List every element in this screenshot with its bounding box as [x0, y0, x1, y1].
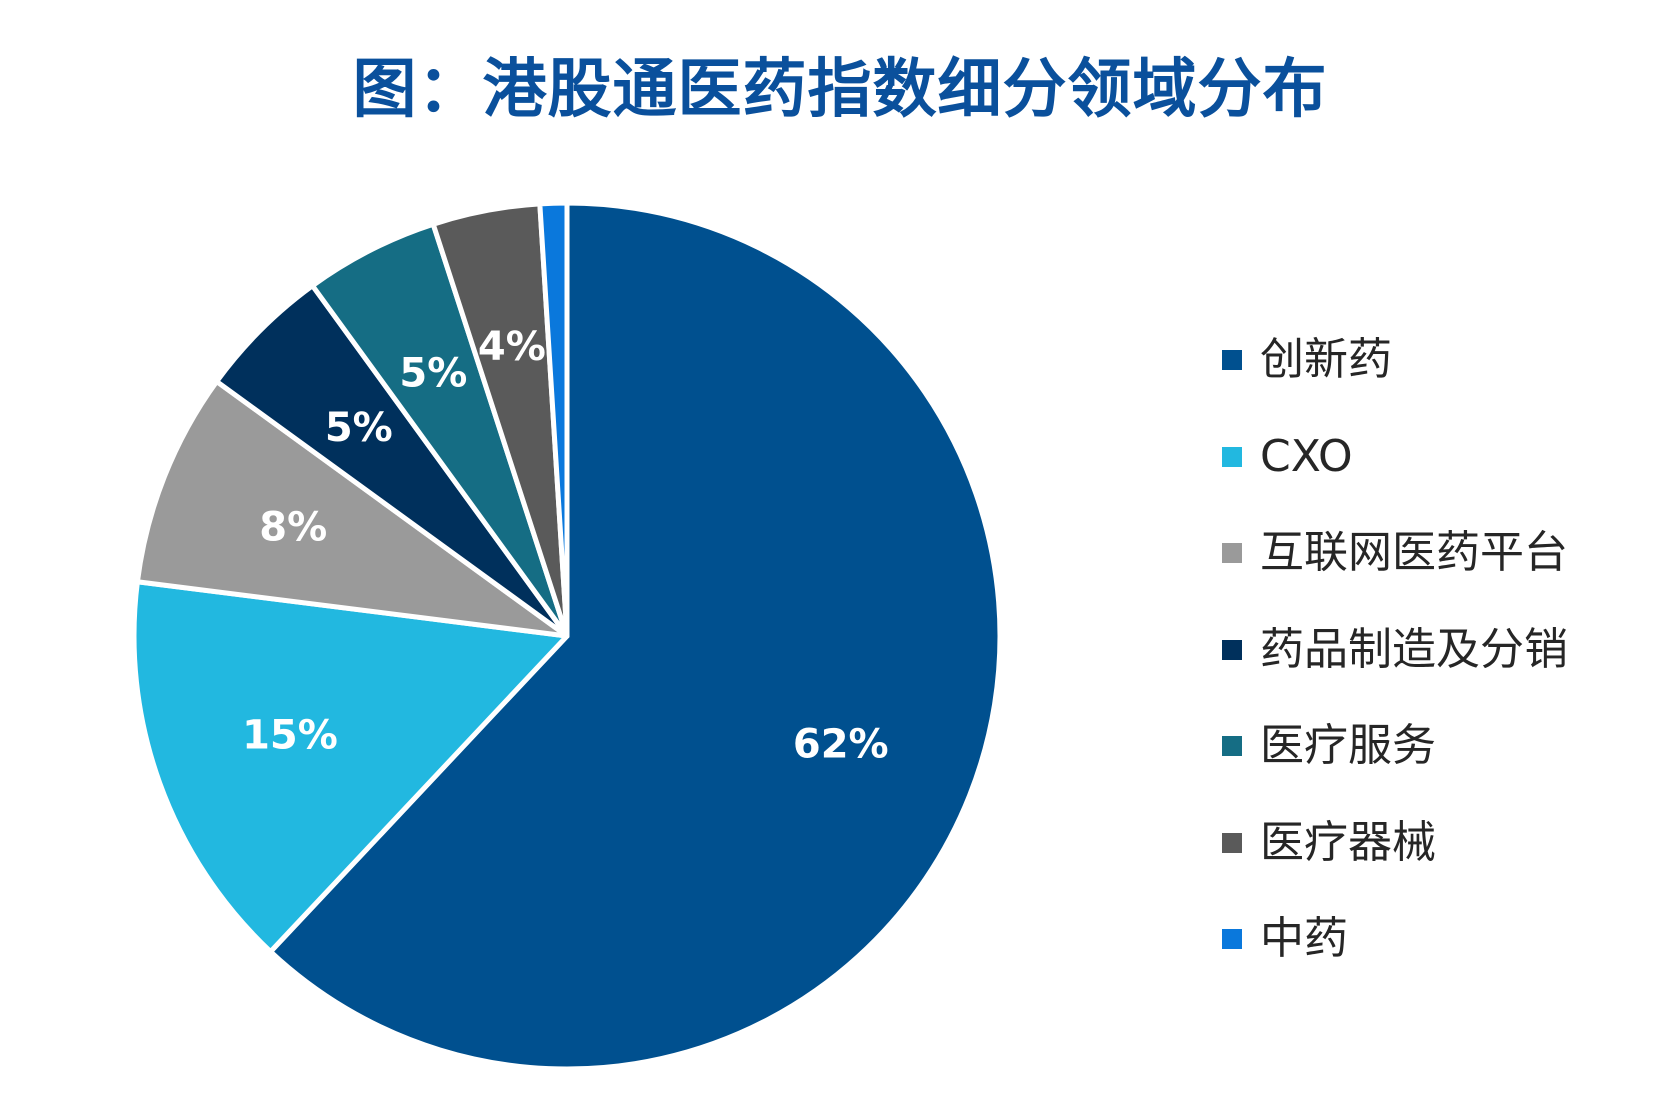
slice-label-2: 8%: [259, 505, 327, 551]
pie-slice-0: [268, 200, 1003, 1072]
legend-label-4: 医疗服务: [1260, 720, 1436, 772]
legend-label-6: 中药: [1260, 913, 1348, 965]
legend-swatch-0: [1222, 350, 1242, 371]
legend-label-1: CXO: [1260, 430, 1353, 482]
legend-swatch-1: [1222, 446, 1242, 467]
legend-label-5: 医疗器械: [1260, 816, 1436, 868]
slice-label-0: 62%: [793, 721, 889, 767]
legend-swatch-4: [1222, 736, 1242, 757]
pie-slice-6: [537, 200, 570, 639]
pie-slice-1: [131, 579, 570, 955]
legend-item-1: CXO: [1222, 409, 1568, 506]
legend-item-6: 中药: [1222, 891, 1568, 988]
pie-slices: [131, 200, 1003, 1072]
pie-slice-2: [134, 378, 570, 639]
legend-label-3: 药品制造及分销: [1260, 623, 1568, 675]
legend-label-0: 创新药: [1260, 334, 1392, 386]
chart-title: 图：港股通医药指数细分领域分布: [352, 53, 1328, 127]
legend-item-3: 药品制造及分销: [1222, 602, 1568, 699]
legend-swatch-3: [1222, 639, 1242, 660]
legend: 创新药 CXO 互联网医药平台 药品制造及分销 医疗服务医疗器械中药: [1222, 312, 1568, 988]
legend-item-4: 医疗服务: [1222, 698, 1568, 795]
legend-item-5: 医疗器械: [1222, 795, 1568, 892]
slice-label-1: 15%: [242, 713, 338, 759]
legend-swatch-6: [1222, 929, 1242, 950]
slice-label-5: 4%: [478, 324, 546, 370]
legend-swatch-2: [1222, 543, 1242, 564]
slice-label-3: 5%: [325, 405, 393, 451]
slice-label-4: 5%: [399, 351, 467, 397]
legend-label-2: 互联网医药平台: [1260, 527, 1568, 579]
legend-item-0: 创新药: [1222, 312, 1568, 409]
legend-item-2: 互联网医药平台: [1222, 505, 1568, 602]
legend-swatch-5: [1222, 832, 1242, 853]
pie-labels: 62%15%8%5%5%4%: [242, 324, 889, 768]
